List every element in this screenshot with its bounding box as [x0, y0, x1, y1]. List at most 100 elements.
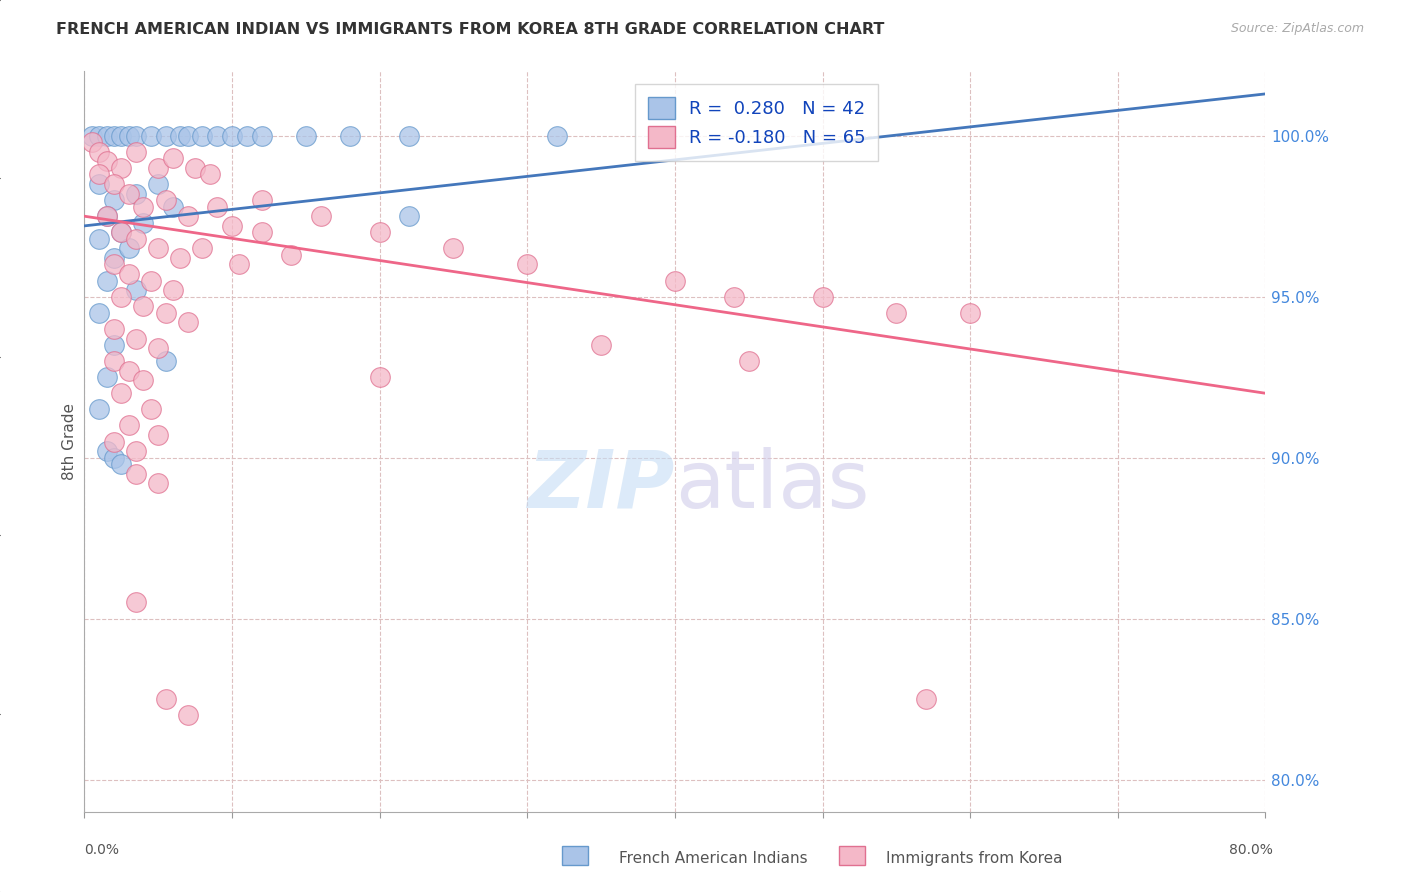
Point — [110, 225, 132, 239]
Point — [139, 128, 162, 143]
Point — [125, 467, 148, 481]
Point — [191, 128, 214, 143]
Point — [132, 200, 155, 214]
Point — [148, 476, 170, 491]
Point — [118, 364, 141, 378]
Point — [139, 274, 162, 288]
Point — [398, 209, 420, 223]
Text: 80.0%: 80.0% — [1229, 843, 1272, 857]
Point — [96, 154, 118, 169]
Point — [155, 193, 177, 207]
Point — [110, 225, 132, 239]
Point — [139, 402, 162, 417]
Point — [125, 444, 148, 458]
Point — [177, 708, 200, 723]
Point — [96, 128, 118, 143]
Point — [125, 595, 148, 609]
Text: Source: ZipAtlas.com: Source: ZipAtlas.com — [1230, 22, 1364, 36]
Point — [959, 306, 981, 320]
Point — [125, 128, 148, 143]
Point — [132, 216, 155, 230]
Point — [148, 341, 170, 355]
Point — [89, 145, 111, 159]
Point — [89, 128, 111, 143]
Point — [169, 128, 191, 143]
Point — [339, 128, 361, 143]
Point — [103, 251, 125, 265]
Point — [162, 200, 184, 214]
Text: FRENCH AMERICAN INDIAN VS IMMIGRANTS FROM KOREA 8TH GRADE CORRELATION CHART: FRENCH AMERICAN INDIAN VS IMMIGRANTS FRO… — [56, 22, 884, 37]
Point — [118, 418, 141, 433]
Point — [155, 354, 177, 368]
Legend: R =  0.280   N = 42, R = -0.180   N = 65: R = 0.280 N = 42, R = -0.180 N = 65 — [636, 84, 879, 161]
Point — [516, 258, 538, 272]
Point — [132, 373, 155, 387]
Point — [886, 306, 908, 320]
Text: 0.0%: 0.0% — [84, 843, 120, 857]
Text: atlas: atlas — [675, 447, 869, 525]
Point — [198, 167, 221, 181]
Point — [250, 193, 273, 207]
Point — [103, 322, 125, 336]
Point — [96, 274, 118, 288]
Point — [811, 290, 834, 304]
Point — [103, 434, 125, 449]
Point — [221, 219, 243, 233]
Point — [398, 128, 420, 143]
Point — [368, 225, 391, 239]
Point — [80, 128, 103, 143]
Point — [250, 128, 273, 143]
Point — [103, 354, 125, 368]
Point — [155, 692, 177, 706]
Point — [132, 299, 155, 313]
Point — [205, 200, 228, 214]
Point — [80, 135, 103, 149]
Point — [103, 193, 125, 207]
Point — [546, 128, 568, 143]
Point — [103, 177, 125, 191]
Point — [125, 332, 148, 346]
Point — [295, 128, 318, 143]
Point — [162, 283, 184, 297]
Y-axis label: 8th Grade: 8th Grade — [62, 403, 77, 480]
Point — [155, 128, 177, 143]
Point — [125, 283, 148, 297]
Point — [441, 241, 464, 255]
Point — [118, 128, 141, 143]
Point — [118, 267, 141, 281]
Point — [664, 274, 686, 288]
Point — [155, 306, 177, 320]
Text: Immigrants from Korea: Immigrants from Korea — [886, 851, 1063, 865]
Point — [280, 248, 302, 262]
Point — [205, 128, 228, 143]
Point — [96, 209, 118, 223]
Point — [96, 370, 118, 384]
Point — [110, 386, 132, 401]
Point — [148, 177, 170, 191]
Point — [96, 209, 118, 223]
Point — [125, 232, 148, 246]
Text: French American Indians: French American Indians — [619, 851, 807, 865]
Point — [118, 186, 141, 201]
Point — [228, 258, 250, 272]
Point — [169, 251, 191, 265]
Point — [250, 225, 273, 239]
Point — [118, 241, 141, 255]
Point — [738, 354, 761, 368]
Point — [309, 209, 332, 223]
Point — [110, 128, 132, 143]
Point — [89, 306, 111, 320]
Point — [125, 145, 148, 159]
Point — [89, 402, 111, 417]
Point — [368, 370, 391, 384]
Point — [96, 444, 118, 458]
Point — [236, 128, 259, 143]
Point — [191, 241, 214, 255]
Point — [915, 692, 938, 706]
Point — [103, 258, 125, 272]
Text: ZIP: ZIP — [527, 447, 675, 525]
Point — [110, 161, 132, 175]
Point — [177, 128, 200, 143]
Point — [110, 457, 132, 471]
Point — [103, 128, 125, 143]
